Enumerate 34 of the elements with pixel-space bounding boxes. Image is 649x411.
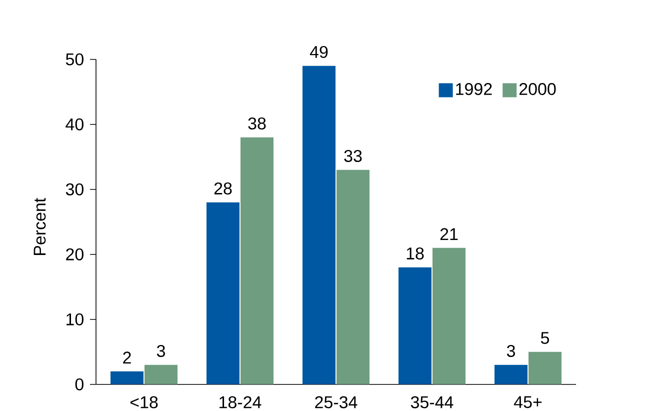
x-tick-label: 45+ [514, 396, 542, 408]
data-label: 33 [344, 150, 362, 162]
y-tick-label: 20 [66, 248, 84, 260]
bar [144, 364, 178, 384]
x-tick-label: 18-24 [220, 396, 262, 408]
data-label: 18 [406, 247, 424, 260]
legend-label: 2000 [519, 83, 556, 96]
data-label: 21 [440, 228, 458, 240]
data-label: 3 [506, 344, 515, 357]
x-tick-label: 35-44 [410, 396, 454, 408]
y-tick-label: 30 [66, 183, 84, 196]
bar [302, 66, 336, 384]
bar [494, 364, 528, 384]
data-label: 3 [156, 344, 165, 357]
y-tick-label: 40 [66, 118, 84, 130]
bar [528, 352, 562, 384]
data-label: 49 [310, 46, 328, 58]
x-tick-label: 25-34 [315, 396, 358, 408]
data-label: 5 [540, 332, 550, 344]
y-tick-label: 10 [66, 313, 84, 326]
y-axis-title: Percent [34, 198, 46, 255]
x-tick-label: <18 [130, 396, 158, 408]
legend-label: 1992 [456, 83, 492, 96]
bar [240, 137, 274, 384]
y-tick-label: 0 [75, 378, 84, 390]
data-label: 28 [214, 182, 232, 194]
data-label: 38 [248, 117, 266, 130]
y-tick-label: 50 [66, 53, 84, 66]
bar [110, 371, 144, 384]
bar [398, 267, 432, 384]
data-label: 2 [123, 352, 131, 364]
bar [432, 248, 466, 384]
bar [336, 170, 370, 384]
bar [206, 202, 240, 384]
